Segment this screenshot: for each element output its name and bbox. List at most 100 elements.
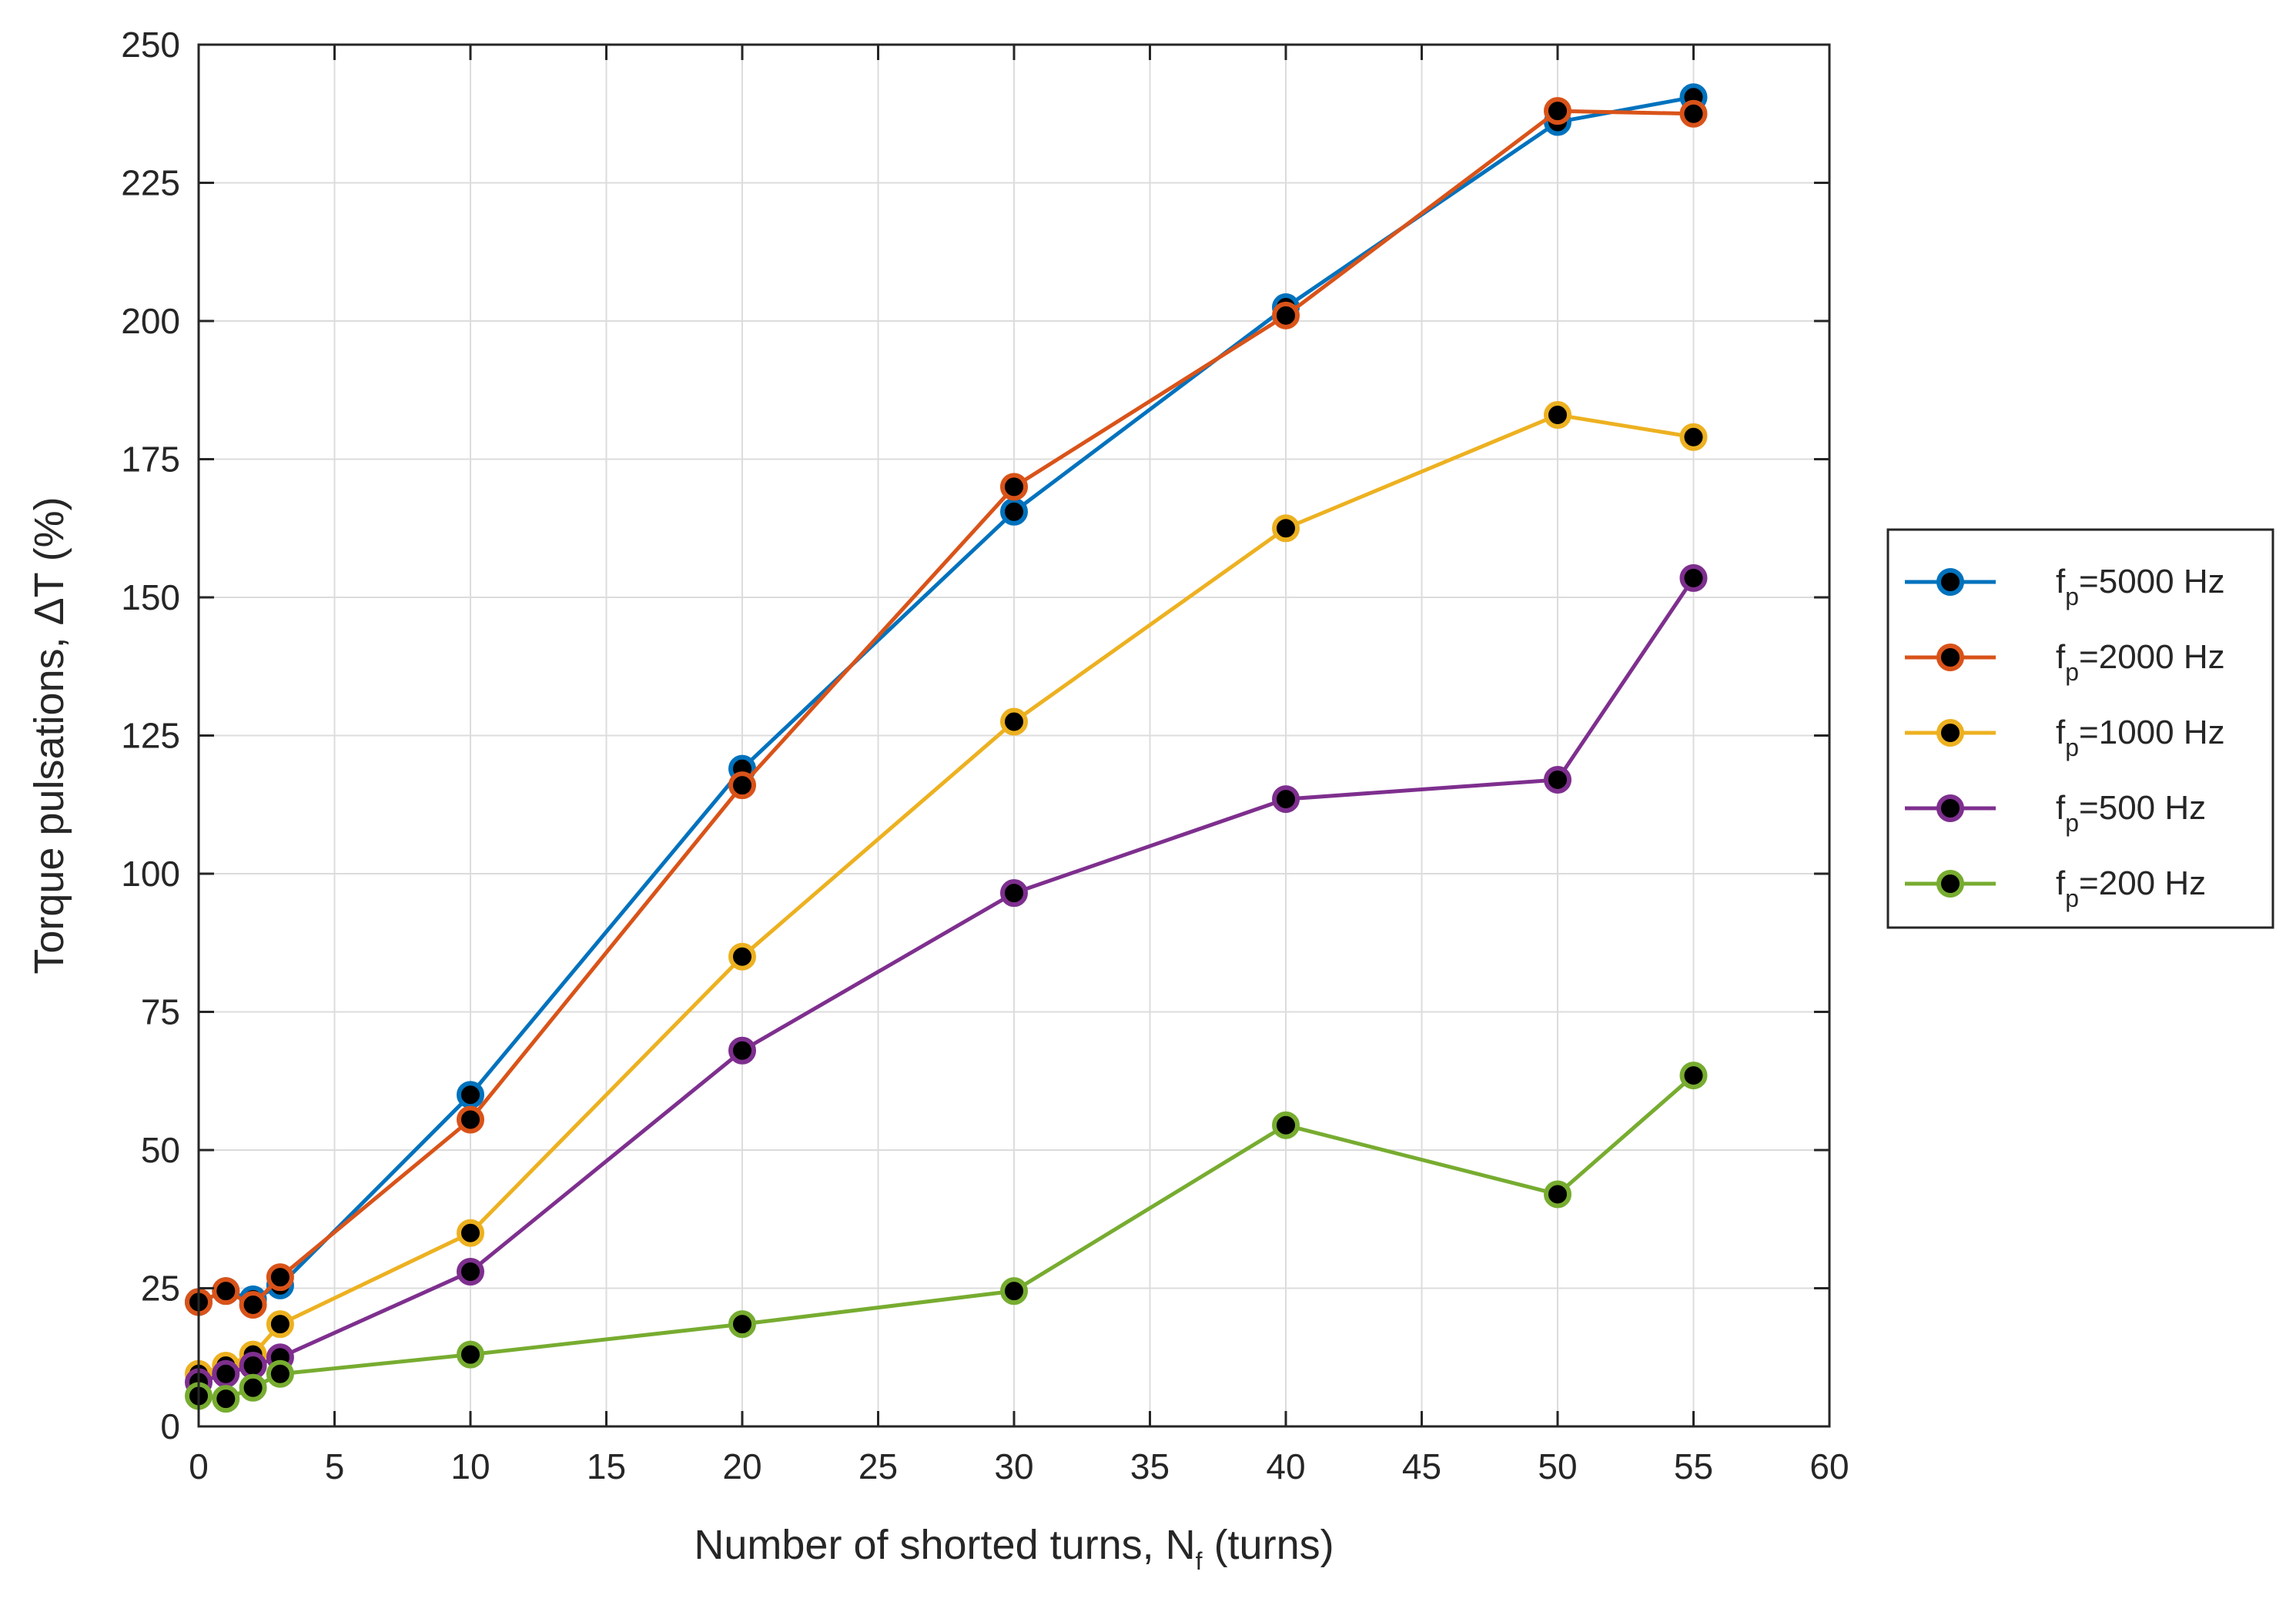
x-tick-label: 5 [325, 1446, 345, 1486]
data-point [1679, 563, 1708, 592]
x-tick-label: 45 [1402, 1446, 1441, 1486]
series-2 [185, 401, 1708, 1388]
data-series [185, 83, 1708, 1413]
series-line [198, 413, 1694, 1376]
legend-item: fp=5000 Hz [1905, 563, 2225, 610]
legend-item: fp=1000 Hz [1905, 714, 2225, 761]
legend-label-rest: =5000 Hz [2079, 563, 2225, 600]
series-line [198, 109, 1694, 1307]
y-tick-label: 150 [121, 577, 180, 617]
x-tick-label: 10 [450, 1446, 490, 1486]
legend-label-main: f [2056, 714, 2066, 751]
data-point [239, 1352, 267, 1380]
y-tick-label: 200 [121, 301, 180, 341]
data-point [1000, 879, 1028, 908]
legend-label-rest: =500 Hz [2079, 789, 2206, 827]
series-line [198, 577, 1695, 1384]
legend-label: fp=2000 Hz [2056, 638, 2225, 686]
x-tick-label: 0 [189, 1446, 209, 1486]
legend-label-subscript: p [2065, 884, 2079, 912]
legend-item: fp=200 Hz [1905, 864, 2206, 912]
data-point [1679, 423, 1708, 451]
legend-label-subscript: p [2065, 583, 2079, 610]
x-tick-label: 25 [858, 1446, 898, 1486]
data-point [1544, 401, 1571, 430]
data-point [1544, 97, 1571, 125]
y-tick-label: 100 [121, 854, 180, 894]
data-point [1544, 1180, 1571, 1209]
data-point [1000, 497, 1028, 526]
axis-ticks: 0 5 10 15 20 25 30 35 40 45 50 55 60 0 25 50 75 100 125 150… [121, 25, 1849, 1486]
legend-label-main: f [2056, 563, 2066, 600]
x-tick-label: 30 [994, 1446, 1033, 1486]
x-tick-label: 55 [1674, 1446, 1713, 1486]
data-point [1000, 1277, 1028, 1306]
y-tick-label: 250 [121, 25, 180, 65]
legend-marker [1936, 794, 1964, 822]
y-tick-label: 25 [141, 1269, 180, 1309]
data-point [728, 1310, 756, 1339]
x-tick-label: 20 [722, 1446, 761, 1486]
legend-label-rest: =2000 Hz [2079, 638, 2225, 676]
series-3 [185, 563, 1708, 1396]
y-tick-label: 75 [141, 992, 180, 1032]
data-point [457, 1219, 484, 1247]
legend-label: fp=1000 Hz [2056, 714, 2225, 761]
data-point [212, 1385, 240, 1413]
legend-item: fp=2000 Hz [1905, 638, 2225, 686]
legend-label-main: f [2056, 864, 2066, 902]
data-point [1272, 1111, 1300, 1139]
legend-marker [1936, 870, 1964, 898]
data-point [266, 1359, 294, 1388]
data-point [457, 1105, 484, 1134]
x-tick-label: 60 [1809, 1446, 1849, 1486]
data-point [1679, 1062, 1708, 1090]
legend-label: fp=5000 Hz [2056, 563, 2225, 610]
x-tick-label: 15 [587, 1446, 626, 1486]
y-tick-label: 125 [121, 716, 180, 756]
data-point [1000, 473, 1028, 501]
data-point [266, 1310, 294, 1339]
legend-label-rest: =200 Hz [2079, 864, 2206, 902]
series-4 [185, 1062, 1708, 1413]
legend-marker [1936, 644, 1964, 671]
data-point [1000, 707, 1028, 736]
y-tick-label: 175 [121, 440, 180, 480]
x-axis-label-subscript: f [1196, 1547, 1203, 1575]
y-tick-label: 50 [141, 1130, 180, 1170]
series-line [198, 1074, 1695, 1401]
x-tick-label: 35 [1130, 1446, 1170, 1486]
data-point [1544, 765, 1571, 794]
data-point [1272, 785, 1300, 814]
data-point [1272, 301, 1300, 329]
legend-label-main: f [2056, 638, 2066, 676]
legend-marker [1936, 568, 1964, 596]
data-point [1679, 99, 1708, 128]
legend-label-main: f [2056, 789, 2066, 827]
y-tick-label: 225 [121, 163, 180, 203]
y-tick-label: 0 [160, 1406, 180, 1446]
x-tick-label: 50 [1538, 1446, 1577, 1486]
legend-item: fp=500 Hz [1905, 789, 2206, 837]
data-point [239, 1291, 267, 1319]
legend-label: fp=500 Hz [2056, 789, 2206, 837]
legend-label-rest: =1000 Hz [2079, 714, 2225, 751]
data-point [457, 1257, 484, 1286]
data-point [457, 1340, 484, 1369]
data-point [239, 1373, 267, 1402]
data-point [212, 1359, 240, 1388]
series-1 [185, 97, 1708, 1319]
x-axis-label-main: Number of shorted turns, N [694, 1522, 1195, 1568]
legend-label-subscript: p [2065, 809, 2079, 837]
legend-label-subscript: p [2065, 658, 2079, 686]
data-point [1272, 514, 1300, 543]
data-point [266, 1263, 294, 1292]
data-point [457, 1081, 484, 1109]
data-point [212, 1277, 240, 1306]
x-axis-label: Number of shorted turns, Nf (turns) [694, 1522, 1334, 1575]
data-point [728, 771, 756, 800]
data-point [728, 1036, 756, 1065]
legend-label-subscript: p [2065, 734, 2079, 761]
